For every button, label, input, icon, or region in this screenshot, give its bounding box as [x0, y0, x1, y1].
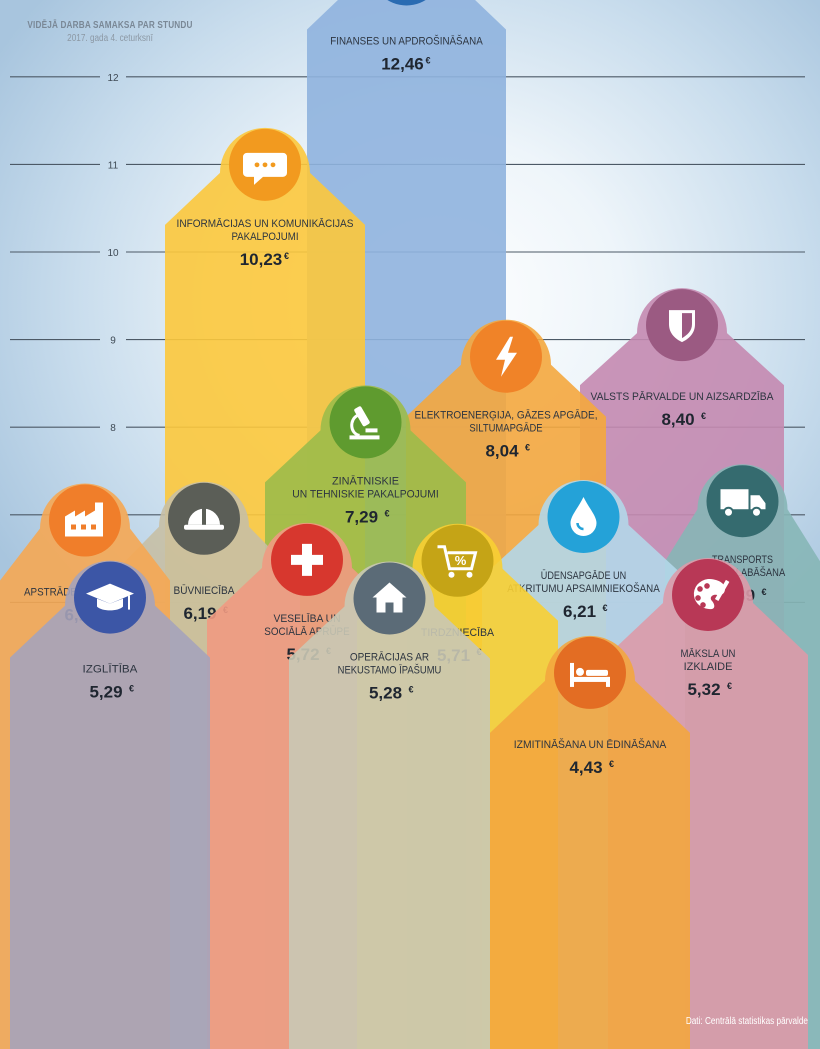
bar-shape — [289, 561, 490, 1049]
y-tick-label: 8 — [110, 423, 116, 434]
bar-value-label: 4,43 — [569, 758, 602, 777]
bar-category-label: NEKUSTAMO ĪPAŠUMU — [338, 663, 442, 676]
chart-title: VIDĒJĀ DARBA SAMAKSA PAR STUNDU — [27, 20, 193, 31]
bar-unit-label: € — [609, 759, 614, 769]
bar-unit-label: € — [762, 587, 767, 597]
svg-text:%: % — [455, 553, 467, 568]
speech-bubble-icon — [229, 128, 301, 201]
bar-value-label: 8,04 — [485, 442, 519, 461]
house-icon — [353, 562, 426, 635]
water-drop-icon — [547, 481, 620, 554]
hard-hat-icon — [168, 482, 240, 555]
bar-category-label: UN TEHNISKIE PAKALPOJUMI — [292, 488, 438, 500]
bar-category-label: BŪVNIECĪBA — [174, 585, 236, 597]
chart-subtitle: 2017. gada 4. ceturksnī — [67, 33, 153, 44]
bar-category-label: ZINĀTNISKIE — [332, 475, 399, 487]
lightning-icon — [470, 320, 542, 393]
y-tick-label: 11 — [108, 160, 119, 171]
bar-category-label: INFORMĀCIJAS UN KOMUNIKĀCIJAS — [177, 218, 354, 230]
palette-icon — [672, 558, 744, 631]
bar-12: IZGLĪTĪBA 5,29 € — [10, 560, 210, 1049]
bar-value-label: 5,28 — [369, 683, 402, 702]
bar-category-label: ATKRITUMU APSAIMNIEKOŠANA — [507, 582, 660, 595]
bar-category-label: SILTUMAPGĀDE — [469, 423, 542, 435]
bar-category-label: MĀKSLA UN — [681, 648, 736, 660]
bar-category-label: PAKALPOJUMI — [231, 231, 298, 243]
bar-unit-label: € — [426, 56, 431, 66]
bar-shape — [490, 635, 690, 1049]
medical-cross-icon — [271, 523, 343, 596]
bar-category-label: ELEKTROENERĢIJA, GĀZES APGĀDE, — [415, 410, 598, 422]
bar-unit-label: € — [603, 603, 608, 613]
bar-shape — [10, 560, 210, 1049]
shield-icon — [646, 289, 718, 362]
bar-value-label: 5,32 — [687, 680, 720, 699]
truck-icon — [706, 465, 779, 538]
data-source: Dati: Centrālā statistikas pārvalde — [685, 1016, 808, 1027]
bar-value-label: 8,40 — [661, 410, 694, 429]
microscope-icon — [329, 386, 402, 459]
bar-value-label: 5,29 — [89, 683, 122, 702]
shopping-cart-icon: % — [421, 524, 494, 597]
bed-icon — [554, 636, 626, 709]
bar-category-label: OPERĀCIJAS AR — [350, 651, 429, 663]
graduation-cap-icon — [74, 561, 146, 634]
bar-unit-label: € — [284, 251, 289, 261]
bar-category-label: IZKLAIDE — [684, 661, 733, 673]
bar-value-label: 7,29 — [345, 507, 378, 526]
y-tick-label: 12 — [107, 73, 119, 84]
bar-category-label: ŪDENSAPGĀDE UN — [541, 570, 626, 582]
coins-icon — [387, 0, 426, 6]
bar-category-label: IZGLĪTĪBA — [83, 664, 139, 676]
bar-category-label: VALSTS PĀRVALDE UN AIZSARDZĪBA — [591, 391, 775, 403]
bar-category-label: FINANSES UN APDROŠINĀŠANA — [330, 35, 483, 48]
bar-14: IZMITINĀŠANA UN ĒDINĀŠANA 4,43 € — [490, 635, 690, 1049]
bar-value-label: 6,19 — [183, 604, 216, 623]
bar-unit-label: € — [385, 508, 390, 518]
bar-category-label: VESELĪBA UN — [273, 613, 340, 625]
chart-title-block: VIDĒJĀ DARBA SAMAKSA PAR STUNDU 2017. ga… — [0, 20, 220, 46]
bar-unit-label: € — [409, 684, 414, 694]
bar-value-label: 10,23 — [240, 250, 283, 269]
y-tick-label: 9 — [110, 336, 116, 347]
bar-unit-label: € — [525, 443, 530, 453]
bar-unit-label: € — [727, 681, 732, 691]
factory-icon — [49, 484, 121, 557]
bar-category-label: IZMITINĀŠANA UN ĒDINĀŠANA — [514, 738, 667, 751]
bar-value-label: 12,46 — [381, 55, 424, 74]
y-tick-label: 10 — [107, 248, 119, 259]
bar-unit-label: € — [129, 684, 134, 694]
bar-unit-label: € — [701, 411, 706, 421]
bar-value-label: 6,21 — [563, 602, 596, 621]
